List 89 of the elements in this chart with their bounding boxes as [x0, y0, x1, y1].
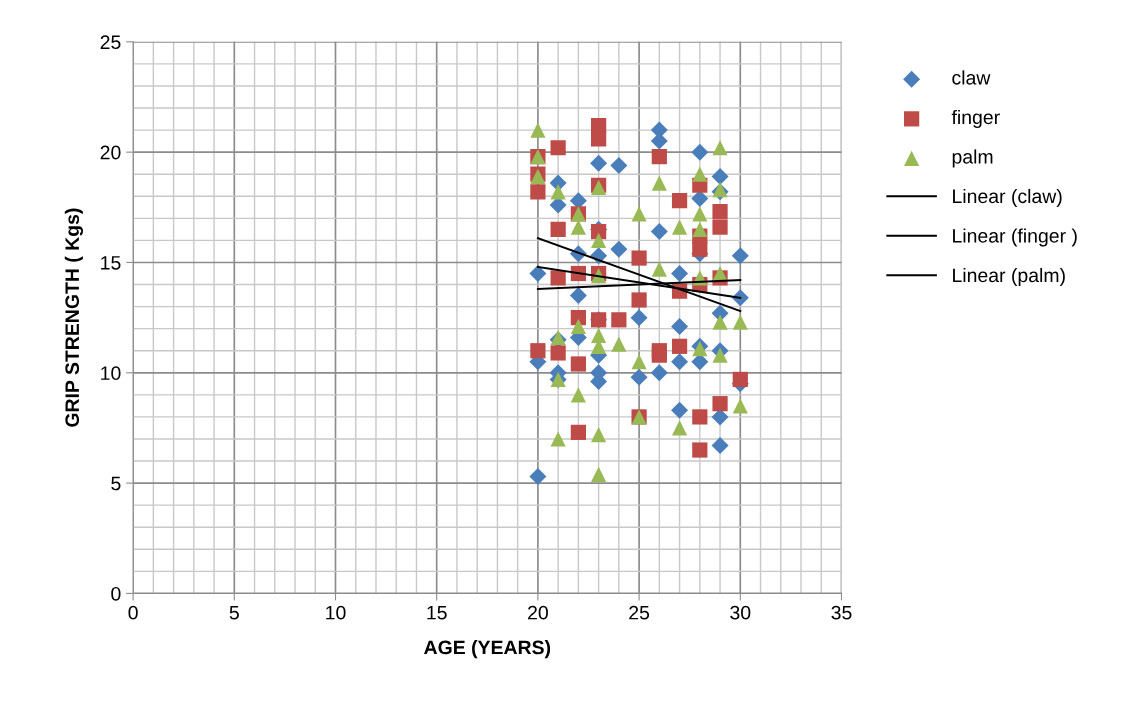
point	[570, 318, 586, 335]
point	[732, 314, 748, 330]
point	[651, 148, 667, 165]
point	[631, 250, 647, 266]
point	[570, 219, 586, 235]
y-tick-label: 20	[100, 145, 121, 160]
point	[691, 143, 709, 161]
point	[550, 140, 566, 156]
y-axis-title: GRIP STRENGTH ( Kgs)	[64, 208, 84, 427]
point	[610, 156, 628, 174]
point	[529, 467, 547, 485]
point	[570, 387, 586, 403]
point	[692, 206, 708, 222]
point	[550, 345, 566, 361]
point	[591, 131, 607, 147]
point	[569, 287, 587, 305]
point	[711, 437, 729, 455]
point	[671, 219, 688, 235]
point	[530, 184, 546, 200]
y-tick-label: 15	[101, 256, 121, 270]
point	[671, 338, 688, 354]
point	[671, 420, 688, 436]
point	[712, 314, 728, 330]
legend-label: claw	[952, 70, 991, 85]
point	[692, 166, 708, 182]
legend-label: Linear (finger )	[953, 228, 1077, 247]
point	[570, 356, 586, 372]
point	[650, 364, 668, 382]
y-tick-label: 0	[111, 586, 121, 601]
point	[550, 184, 566, 200]
x-tick-label: 35	[831, 605, 852, 620]
point	[731, 247, 749, 265]
point	[711, 167, 729, 185]
point	[671, 193, 688, 209]
point	[570, 310, 586, 326]
point	[630, 368, 648, 386]
point	[712, 347, 728, 363]
point	[732, 371, 748, 388]
point	[650, 223, 668, 241]
point	[550, 270, 566, 286]
x-tick-label: 30	[730, 605, 751, 620]
point	[591, 327, 607, 343]
point	[651, 175, 667, 191]
x-axis-title: AGE (YEARS)	[424, 640, 551, 659]
point	[692, 409, 708, 425]
point	[692, 241, 708, 257]
x-tick-label: 5	[229, 605, 239, 620]
point	[591, 426, 607, 443]
legend-label: palm	[952, 149, 993, 168]
y-tick-label: 25	[100, 35, 121, 50]
point	[550, 431, 566, 447]
point	[671, 265, 689, 283]
point	[692, 442, 708, 458]
point	[671, 317, 689, 335]
point	[712, 204, 728, 220]
point	[651, 261, 667, 277]
point	[651, 347, 667, 363]
y-tick-label: 5	[111, 476, 121, 491]
point	[611, 336, 627, 352]
point	[529, 265, 547, 283]
y-tick-label: 10	[101, 366, 121, 381]
point	[570, 424, 586, 440]
point	[590, 154, 608, 172]
point	[611, 312, 627, 328]
legend-label: finger	[951, 109, 1000, 128]
point	[671, 401, 689, 419]
point	[610, 240, 628, 258]
point	[732, 398, 748, 414]
point	[631, 354, 647, 370]
x-tick-label: 10	[326, 605, 346, 620]
point	[692, 221, 708, 237]
point	[631, 292, 647, 308]
point	[712, 219, 728, 235]
x-tick-label: 15	[427, 605, 447, 620]
point	[591, 232, 607, 249]
point	[530, 343, 546, 359]
point	[530, 122, 546, 138]
legend-label: Linear (palm)	[953, 267, 1065, 287]
point	[671, 353, 689, 371]
point	[712, 140, 728, 156]
legend-label: Linear (claw)	[953, 188, 1062, 208]
point	[631, 206, 647, 222]
point	[712, 396, 728, 412]
x-tick-label: 0	[128, 605, 138, 620]
point	[591, 466, 607, 482]
point	[550, 221, 566, 237]
x-tick-label: 25	[629, 605, 650, 620]
point	[630, 309, 648, 327]
x-tick-label: 20	[528, 605, 548, 620]
